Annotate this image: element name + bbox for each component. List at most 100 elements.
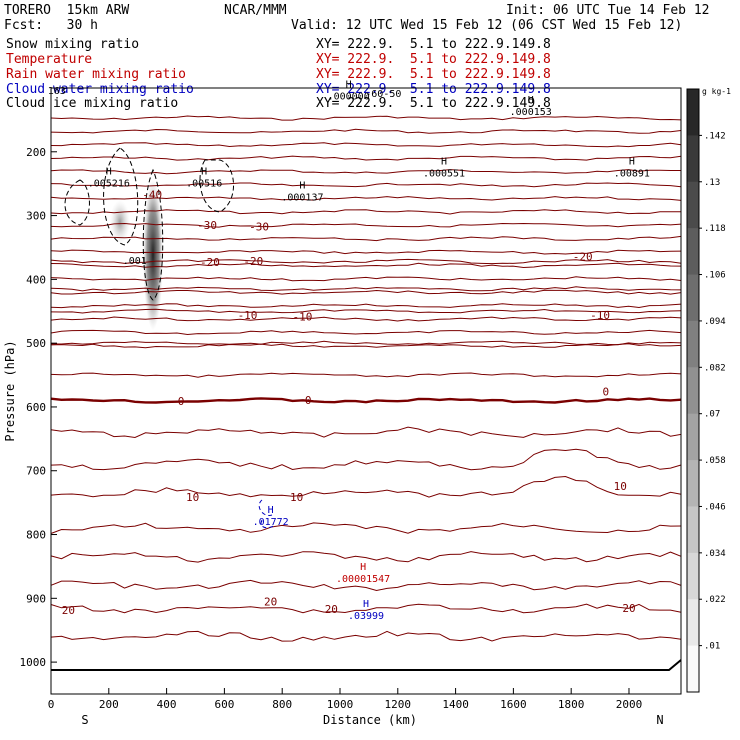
isotherm-line	[50, 426, 682, 439]
isotherm-line	[50, 249, 682, 255]
maximum-value: .000153	[510, 107, 552, 118]
maximum-value: .03999	[348, 611, 384, 622]
isotherm-line	[50, 182, 682, 188]
field-label-snow: Snow mixing ratio	[6, 37, 140, 52]
y-axis-title: Pressure (hPa)	[3, 340, 17, 441]
field-xy-snow: XY= 222.9. 5.1 to 222.9.149.8	[316, 37, 551, 52]
field-xy-cloud-water: XY= 222.9. 5.1 to 222.9.149.8	[316, 82, 551, 97]
field-xy-temperature: XY= 222.9. 5.1 to 222.9.149.8	[316, 52, 551, 67]
y-tick-label: 800	[26, 529, 46, 542]
temperature-label: 20	[622, 602, 635, 615]
maximum-value: .01772	[253, 517, 289, 528]
isotherm-line	[50, 475, 682, 498]
colorbar-tick-label: .118	[704, 224, 726, 234]
isotherm-line	[50, 630, 682, 642]
isotherm-line	[50, 303, 682, 309]
isotherm-line	[50, 289, 682, 295]
colorbar-segment	[687, 460, 699, 507]
colorbar-tick-label: .01	[704, 642, 720, 652]
isotherm-line	[50, 258, 682, 265]
y-tick-label: 700	[26, 465, 46, 478]
isotherm-line	[50, 397, 682, 404]
x-tick-label: 1800	[558, 698, 585, 711]
maximum-marker: H	[360, 562, 366, 573]
x-tick-label: 1200	[385, 698, 412, 711]
extra-label: .001	[123, 256, 147, 267]
forecast-hour: Fcst: 30 h	[4, 18, 98, 33]
temperature-label: -40	[142, 189, 162, 202]
isotherm-line	[50, 340, 682, 346]
ground-line	[51, 659, 682, 671]
south-label: S	[81, 713, 88, 727]
isotherm-line	[50, 276, 682, 282]
colorbar-tick-label: .082	[704, 363, 726, 373]
colorbar-tick-label: .142	[704, 131, 726, 141]
maximum-value: .00516	[186, 178, 222, 189]
maximum-marker: H	[363, 599, 369, 610]
colorbar-segment	[687, 228, 699, 276]
snow-contour	[199, 159, 234, 213]
isotherm-line	[50, 372, 682, 378]
maximum-marker: H	[528, 95, 534, 106]
colorbar-segment	[687, 320, 699, 368]
maximum-marker: H	[441, 157, 447, 168]
temperature-label: 20	[325, 603, 338, 616]
x-axis-title: Distance (km)	[323, 713, 417, 727]
isotherm-line	[50, 551, 682, 563]
x-tick-label: 2000	[616, 698, 643, 711]
isotherm-line	[50, 579, 682, 592]
colorbar-segment	[687, 367, 699, 415]
temperature-label: -10	[238, 309, 258, 322]
temperature-label: -20	[243, 255, 263, 268]
extra-label: 163	[48, 86, 66, 97]
temperature-label: -10	[590, 309, 610, 322]
field-label-rain: Rain water mixing ratio	[6, 67, 187, 82]
y-tick-label: 200	[26, 146, 46, 159]
isotherm-line	[50, 115, 682, 121]
valid-time: Valid: 12 UTC Wed 15 Feb 12 (06 CST Wed …	[291, 18, 683, 33]
maximum-value: .00001547	[336, 574, 390, 585]
colorbar-segment	[687, 274, 699, 322]
isotherm-line	[50, 329, 682, 336]
colorbar-segment	[687, 181, 699, 229]
snow-contour	[64, 179, 90, 226]
temperature-label: 0	[178, 395, 185, 408]
isotherm-line	[50, 522, 682, 534]
colorbar-tick-label: .13	[704, 178, 720, 188]
model-title: TORERO 15km ARW	[4, 3, 130, 18]
isotherm-line	[50, 316, 682, 322]
x-tick-label: 800	[272, 698, 292, 711]
x-tick-label: 400	[157, 698, 177, 711]
field-label-cloud-water: Cloud water mixing ratio	[6, 82, 194, 97]
y-tick-label: 400	[26, 273, 46, 286]
colorbar-segment	[687, 135, 699, 183]
y-tick-label: 1000	[20, 656, 47, 669]
colorbar-tick-label: .058	[704, 456, 726, 466]
y-tick-label: 600	[26, 401, 46, 414]
maximum-value: .005216	[88, 178, 130, 189]
snow-contour	[142, 168, 164, 301]
y-tick-label: 900	[26, 592, 46, 605]
isotherm-line	[50, 209, 681, 215]
temperature-label: -30	[249, 220, 269, 233]
maximum-marker: H	[106, 166, 112, 177]
plot-border	[50, 87, 682, 695]
snow-contours	[64, 147, 276, 529]
isotherm-line	[50, 343, 682, 349]
maximum-marker: H	[201, 166, 207, 177]
isotherm-line	[50, 286, 682, 292]
temperature-label: 0	[603, 386, 610, 399]
cloud-water-contour	[258, 499, 276, 529]
x-tick-label: 1600	[500, 698, 527, 711]
isotherm-line	[50, 448, 682, 471]
isotherm-line	[50, 235, 682, 242]
temperature-label: 10	[614, 480, 627, 493]
extra-label: -60-50	[365, 89, 401, 100]
maximum-marker: H	[268, 505, 274, 516]
temperature-label: 10	[186, 491, 199, 504]
field-xy-rain: XY= 222.9. 5.1 to 222.9.149.8	[316, 67, 551, 82]
colorbar-unit: g kg-1	[702, 87, 731, 96]
isotherm-line	[50, 308, 682, 314]
colorbar-tick-label: .046	[704, 502, 726, 512]
field-label-cloud-ice: Cloud ice mixing ratio	[6, 96, 179, 111]
